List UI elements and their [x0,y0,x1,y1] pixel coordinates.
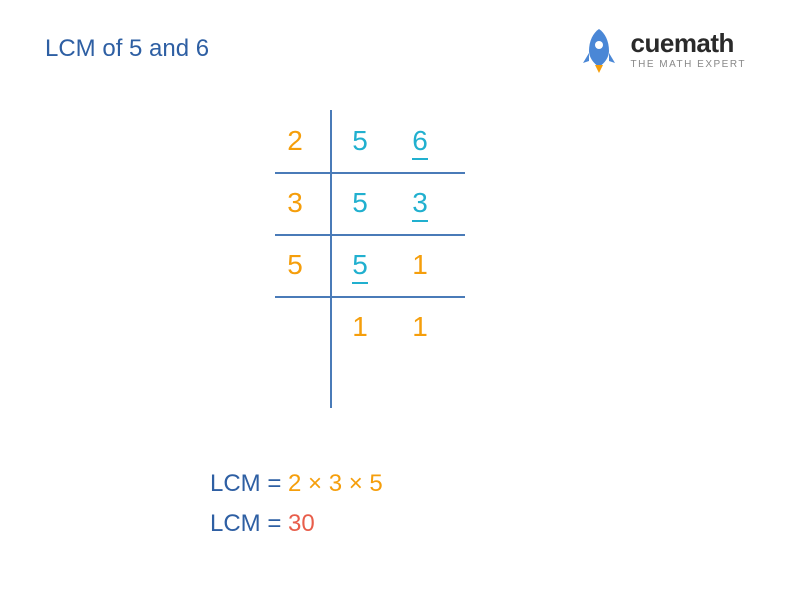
number-cell: 1 [390,249,450,281]
lcm-value: LCM = 30 [210,510,383,538]
lcm-number: 30 [288,510,315,537]
logo-tagline: THE MATH EXPERT [631,59,746,70]
number-cell: 1 [330,311,390,343]
divisor-cell: 5 [260,249,330,281]
rocket-icon [575,25,623,73]
division-row: 256 [260,110,450,172]
brand-logo: cuemath THE MATH EXPERT [575,25,746,73]
division-row: 353 [260,172,450,234]
division-horizontal-line [275,296,465,298]
division-row: 551 [260,234,450,296]
division-horizontal-line [275,234,465,236]
lcm-result: LCM = 2 × 3 × 5 LCM = 30 [210,470,383,550]
number-cell: 6 [390,125,450,157]
lcm-label-1: LCM = [210,470,288,497]
divisor-cell: 2 [260,125,330,157]
division-row: 11 [260,296,450,358]
lcm-label-2: LCM = [210,510,288,537]
number-cell: 1 [390,311,450,343]
lcm-expression: 2 × 3 × 5 [288,470,383,497]
logo-text-block: cuemath THE MATH EXPERT [631,28,746,70]
number-cell: 5 [330,187,390,219]
logo-brand: cuemath [631,28,746,59]
number-cell: 5 [330,249,390,281]
title-text: LCM of 5 and 6 [45,35,209,62]
number-cell: 3 [390,187,450,219]
number-cell: 5 [330,125,390,157]
lcm-factorization: LCM = 2 × 3 × 5 [210,470,383,498]
division-horizontal-line [275,172,465,174]
page-title: LCM of 5 and 6 [45,35,209,63]
divisor-cell: 3 [260,187,330,219]
